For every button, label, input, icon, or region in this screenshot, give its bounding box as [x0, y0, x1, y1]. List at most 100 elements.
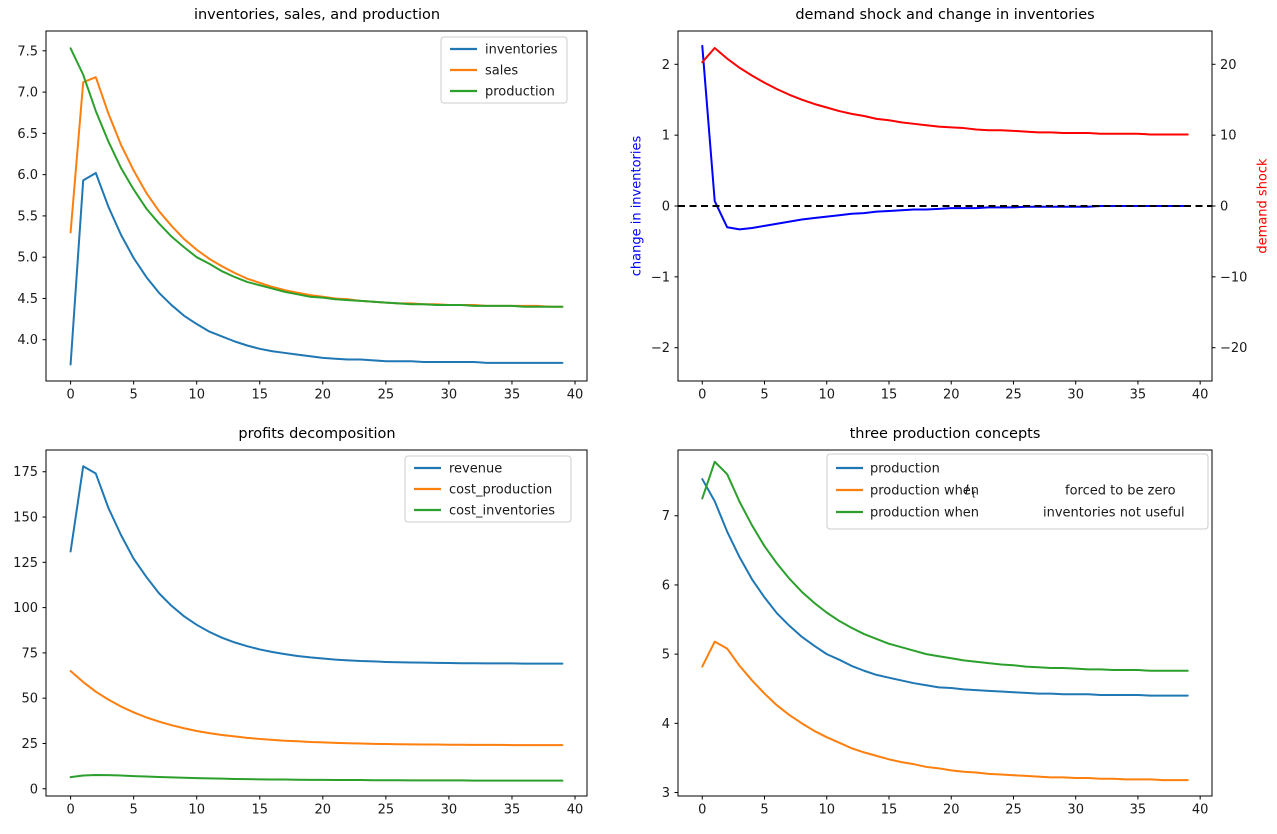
y-tick-label: 4.0 — [17, 333, 38, 348]
y-tick-label: 4 — [662, 717, 670, 732]
y-right-tick-label: 0 — [1220, 200, 1228, 215]
change-in-inventories-line — [701, 44, 1189, 231]
y-tick-label: 50 — [21, 692, 38, 707]
axes-frame — [45, 30, 588, 382]
ylabel-change-in-inventories: change in inventories — [629, 135, 645, 277]
x-tick-label: 30 — [441, 803, 458, 818]
legend-label: production — [870, 462, 940, 477]
x-tick-label: 40 — [1192, 803, 1209, 818]
legend-box — [404, 455, 572, 523]
axes-frame — [45, 449, 588, 797]
x-tick-label: 25 — [1005, 388, 1022, 403]
x-tick-label: 40 — [1192, 388, 1209, 403]
subplot-title-inventories-sales-production: inventories, sales, and production — [193, 7, 441, 23]
subplot-title-three-production-concepts: three production concepts — [849, 426, 1041, 442]
subplot-three-production-concepts: 0 5 10 15 20 25 30 35 40 3 4 5 6 7 production productio… — [662, 449, 1213, 818]
y-tick-label: 5.0 — [17, 251, 38, 266]
legend-label: inventories — [485, 43, 558, 58]
y-tick-label: 4.5 — [17, 292, 38, 307]
y-tick-label: 0 — [662, 200, 670, 215]
x-tick-label: 35 — [504, 388, 521, 403]
y-tick-label: 6 — [662, 578, 670, 593]
legend-label: production when — [870, 484, 979, 499]
x-tick-label: 20 — [943, 803, 960, 818]
y-tick-label: −1 — [651, 270, 670, 285]
x-tick-label: 0 — [698, 388, 706, 403]
x-tick-label: 10 — [818, 388, 835, 403]
y-tick-label: 6.5 — [17, 127, 38, 142]
revenue-line — [69, 465, 564, 665]
x-tick-label: 30 — [441, 388, 458, 403]
ylabel-demand-shock: demand shock — [1255, 158, 1271, 254]
cost-production-line — [69, 670, 564, 747]
y-tick-label: 100 — [13, 601, 38, 616]
x-tick-label: 0 — [66, 388, 74, 403]
x-tick-label: 5 — [760, 388, 768, 403]
x-tick-label: 5 — [760, 803, 768, 818]
subplot-profits-decomposition: 0 5 10 15 20 25 30 35 40 0 25 50 75 100 125 150 175 reven… — [13, 449, 588, 818]
x-tick-label: 20 — [315, 388, 332, 403]
x-tick-label: 15 — [251, 803, 268, 818]
y-tick-label: 7 — [662, 509, 670, 524]
x-tick-label: 5 — [130, 803, 138, 818]
legend-label: production when — [870, 506, 979, 521]
y-tick-label: 2 — [662, 58, 670, 73]
y-tick-label: 7.0 — [17, 86, 38, 101]
x-tick-label: 0 — [66, 803, 74, 818]
y-right-tick-label: 10 — [1220, 129, 1237, 144]
x-tick-label: 25 — [378, 803, 395, 818]
x-tick-label: 15 — [881, 803, 898, 818]
production-line — [69, 47, 564, 308]
x-tick-label: 15 — [881, 388, 898, 403]
x-tick-label: 30 — [1067, 803, 1084, 818]
y-tick-label: 150 — [13, 511, 38, 526]
x-tick-label: 10 — [188, 803, 205, 818]
x-tick-label: 20 — [315, 803, 332, 818]
x-tick-label: 35 — [1130, 803, 1147, 818]
y-tick-label: 5 — [662, 648, 670, 663]
x-tick-label: 20 — [943, 388, 960, 403]
y-tick-label: 3 — [662, 786, 670, 801]
production-when-inventories-not-useful-line — [701, 460, 1189, 672]
subplot-title-profits-decomposition: profits decomposition — [238, 426, 396, 442]
sales-line — [69, 76, 564, 308]
y-tick-label: 125 — [13, 556, 38, 571]
x-tick-label: 10 — [188, 388, 205, 403]
legend-label: revenue — [449, 462, 502, 477]
legend-label: forced to be zero — [1065, 484, 1176, 499]
legend-label: cost_inventories — [449, 504, 555, 519]
cost-inventories-line — [69, 773, 564, 782]
x-tick-label: 10 — [818, 803, 835, 818]
x-tick-label: 0 — [698, 803, 706, 818]
x-tick-label: 35 — [504, 803, 521, 818]
y-tick-label: 5.5 — [17, 209, 38, 224]
legend-label: I — [965, 484, 969, 499]
legend-label: inventories not useful — [1043, 506, 1185, 521]
legend-label: sales — [485, 64, 518, 79]
y-tick-label: −2 — [651, 341, 670, 356]
legend-label: cost_production — [449, 483, 552, 498]
x-tick-label: 35 — [1130, 388, 1147, 403]
legend-label: production — [485, 85, 555, 100]
legend-label: t — [972, 490, 977, 501]
y-tick-label: 75 — [21, 646, 38, 661]
subplot-title-demand-shock: demand shock and change in inventories — [795, 7, 1095, 23]
x-tick-label: 25 — [378, 388, 395, 403]
y-tick-label: 7.5 — [17, 44, 38, 59]
x-tick-label: 30 — [1067, 388, 1084, 403]
x-tick-label: 5 — [130, 388, 138, 403]
x-tick-label: 40 — [567, 388, 584, 403]
y-right-tick-label: −10 — [1220, 270, 1247, 285]
production-when-i-t-forced-to-be-zero-line — [701, 640, 1189, 782]
y-tick-label: 25 — [21, 737, 38, 752]
y-right-tick-label: −20 — [1220, 341, 1247, 356]
legend: inventories sales production — [440, 36, 568, 104]
production-line — [701, 478, 1189, 697]
y-tick-label: 0 — [30, 782, 38, 797]
legend-box — [440, 36, 568, 104]
y-tick-label: 6.0 — [17, 168, 38, 183]
inventories-line — [69, 171, 564, 366]
demand-shock-line — [701, 47, 1189, 136]
